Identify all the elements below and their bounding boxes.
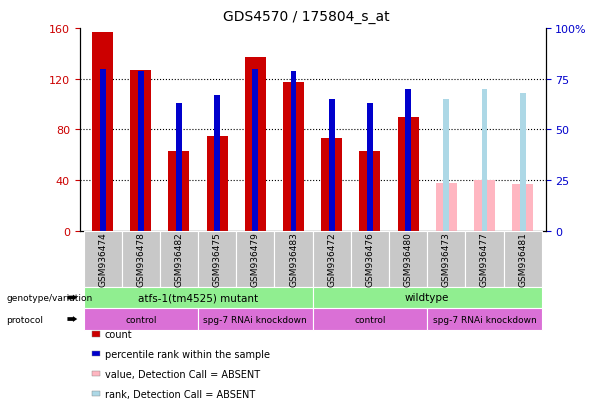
- Text: percentile rank within the sample: percentile rank within the sample: [105, 349, 270, 359]
- Bar: [214, 96, 220, 231]
- Bar: [329, 100, 335, 231]
- Bar: [405, 90, 411, 231]
- Text: genotype/variation: genotype/variation: [6, 293, 93, 302]
- Text: rank, Detection Call = ABSENT: rank, Detection Call = ABSENT: [105, 389, 255, 399]
- Bar: [138, 71, 143, 231]
- Bar: [283, 83, 304, 231]
- Text: GDS4570 / 175804_s_at: GDS4570 / 175804_s_at: [223, 10, 390, 24]
- Bar: [367, 104, 373, 231]
- Text: GSM936479: GSM936479: [251, 232, 260, 287]
- Text: GSM936472: GSM936472: [327, 232, 336, 287]
- Text: GSM936476: GSM936476: [365, 232, 375, 287]
- Bar: [398, 117, 419, 231]
- Bar: [131, 71, 151, 231]
- Bar: [245, 58, 266, 231]
- Text: protocol: protocol: [6, 315, 43, 324]
- Bar: [474, 181, 495, 231]
- Bar: [207, 136, 227, 231]
- Bar: [359, 152, 381, 231]
- Text: GSM936480: GSM936480: [403, 232, 413, 287]
- Text: GSM936478: GSM936478: [136, 232, 145, 287]
- Text: value, Detection Call = ABSENT: value, Detection Call = ABSENT: [105, 369, 260, 379]
- Text: wildtype: wildtype: [405, 293, 449, 303]
- Text: spg-7 RNAi knockdown: spg-7 RNAi knockdown: [204, 315, 307, 324]
- Bar: [291, 71, 297, 231]
- Bar: [176, 104, 182, 231]
- Bar: [443, 100, 449, 231]
- Bar: [321, 139, 342, 231]
- Text: GSM936477: GSM936477: [480, 232, 489, 287]
- Bar: [100, 69, 105, 231]
- Text: GSM936474: GSM936474: [98, 232, 107, 287]
- Bar: [92, 33, 113, 231]
- Bar: [512, 185, 533, 231]
- Text: GSM936475: GSM936475: [213, 232, 222, 287]
- Text: GSM936483: GSM936483: [289, 232, 298, 287]
- Text: GSM936482: GSM936482: [175, 232, 183, 287]
- Text: control: control: [354, 315, 386, 324]
- Bar: [169, 152, 189, 231]
- Text: control: control: [125, 315, 156, 324]
- Text: GSM936473: GSM936473: [442, 232, 451, 287]
- Bar: [253, 69, 258, 231]
- Text: atfs-1(tm4525) mutant: atfs-1(tm4525) mutant: [138, 293, 258, 303]
- Text: count: count: [105, 329, 132, 339]
- Bar: [520, 94, 525, 231]
- Text: spg-7 RNAi knockdown: spg-7 RNAi knockdown: [433, 315, 536, 324]
- Bar: [482, 90, 487, 231]
- Bar: [436, 183, 457, 231]
- Text: GSM936481: GSM936481: [518, 232, 527, 287]
